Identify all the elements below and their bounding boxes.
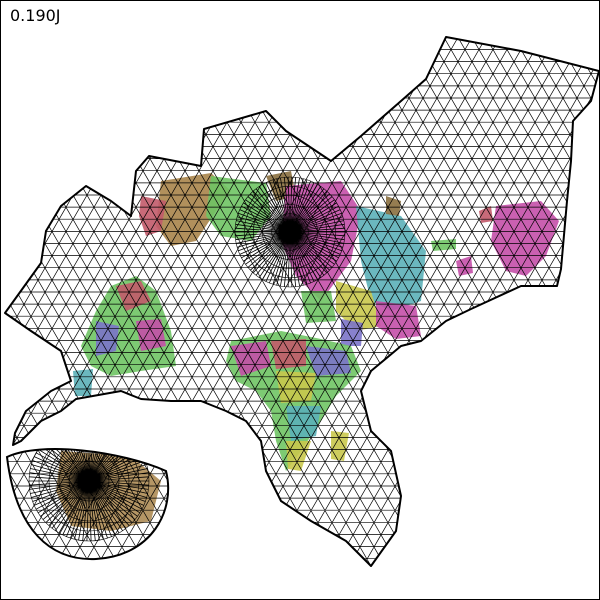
region-5 — [116, 281, 151, 311]
region-11 — [336, 281, 381, 331]
energy-readout: 0.190J — [10, 6, 61, 25]
region-14 — [341, 319, 363, 346]
region-20 — [286, 406, 321, 441]
mesh-outline — [4, 36, 599, 567]
circle-outline — [5, 448, 170, 561]
region-26 — [479, 206, 493, 223]
region-23 — [491, 201, 559, 276]
main-outline — [4, 36, 599, 567]
region-6 — [96, 321, 119, 356]
singularity-south — [28, 449, 150, 542]
region-22 — [331, 431, 349, 461]
radial-singularities — [28, 176, 346, 542]
region-2 — [139, 196, 166, 236]
singularity-north — [234, 176, 346, 288]
